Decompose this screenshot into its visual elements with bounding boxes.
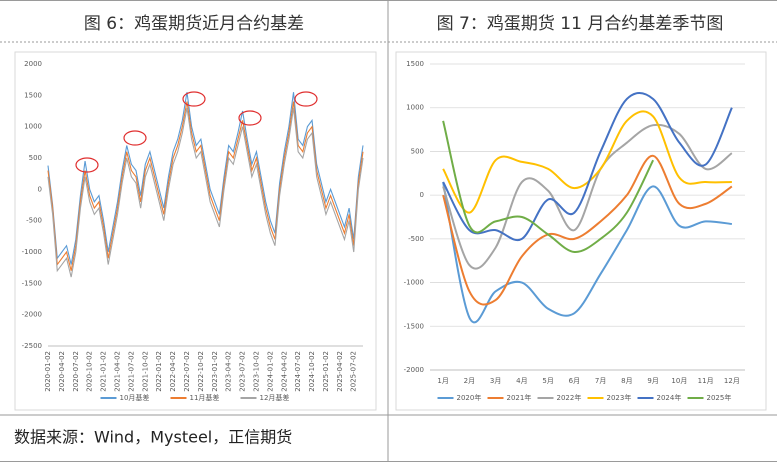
x-tick-label: 8月 (621, 377, 632, 385)
x-tick-label: 2021-07-02 (127, 351, 135, 392)
x-tick-label: 2023-07-02 (239, 351, 247, 392)
y-tick-label: 1500 (24, 91, 42, 99)
y-tick-label: -2500 (22, 342, 42, 350)
series-line (442, 123, 733, 270)
x-tick-label: 2020-04-02 (58, 351, 66, 392)
x-tick-label: 9月 (647, 377, 658, 385)
x-tick-label: 4月 (516, 377, 527, 385)
legend-label: 2020年 (457, 393, 482, 402)
x-tick-label: 2022-10-02 (197, 351, 205, 392)
chart-title: 图 7：鸡蛋期货 11 月合约基差季节图 (437, 14, 724, 34)
y-tick-label: 1000 (24, 123, 42, 131)
x-tick-label: 2021-10-02 (141, 351, 149, 392)
legend-label: 2024年 (657, 393, 682, 402)
y-tick-label: 1000 (406, 104, 424, 112)
x-tick-label: 2023-01-02 (211, 351, 219, 392)
chart-title: 图 6：鸡蛋期货近月合约基差 (84, 14, 304, 34)
x-tick-label: 7月 (595, 377, 606, 385)
highlight-circles (75, 91, 318, 173)
x-tick-label: 2025-07-02 (350, 351, 358, 392)
y-tick-label: 0 (420, 191, 424, 199)
series-line (442, 120, 655, 253)
legend-label: 2022年 (557, 393, 582, 402)
x-tick-label: 2022-04-02 (169, 351, 177, 392)
x-tick-label: 6月 (569, 377, 580, 385)
series-line (442, 154, 733, 306)
x-tick-label: 2021-01-02 (100, 351, 108, 392)
x-tick-label: 2025-01-02 (322, 351, 330, 392)
series-line (442, 181, 732, 324)
y-tick-label: -2000 (404, 366, 424, 374)
x-tick-label: 2023-04-02 (225, 351, 233, 392)
x-tick-label: 2020-10-02 (86, 351, 94, 392)
x-tick-label: 2024-04-02 (280, 351, 288, 392)
x-tick-label: 2025-04-02 (336, 351, 344, 392)
y-tick-label: 1500 (406, 60, 424, 68)
source-note: 数据来源：Wind，Mysteel，正信期货 (14, 428, 292, 447)
x-tick-label: 2021-04-02 (113, 351, 121, 392)
y-tick-label: -2000 (22, 311, 42, 319)
y-tick-label: -500 (408, 235, 424, 243)
x-tick-label: 2022-07-02 (183, 351, 191, 392)
y-tick-label: -1000 (22, 248, 42, 256)
x-tick-label: 10月 (671, 377, 687, 385)
x-tick-label: 2024-07-02 (294, 351, 302, 392)
x-tick-label: 12月 (724, 377, 740, 385)
x-tick-label: 1月 (437, 377, 448, 385)
x-tick-label: 11月 (698, 377, 714, 385)
x-tick-label: 2022-01-02 (155, 351, 163, 392)
x-tick-label: 2023-10-02 (252, 351, 260, 392)
x-tick-label: 2月 (464, 377, 475, 385)
x-tick-label: 5月 (542, 377, 553, 385)
x-tick-label: 2020-01-02 (44, 351, 52, 392)
chart-left: -2500 -2000 -1500 -1000 -500 0 500 1000 1500 2000… (22, 60, 364, 402)
y-tick-label: -1500 (22, 279, 42, 287)
legend-label: 2023年 (607, 393, 632, 402)
x-tick-label: 3月 (490, 377, 501, 385)
series-line (47, 107, 364, 278)
series-line (47, 92, 364, 265)
series-line (47, 101, 364, 271)
y-tick-label: -1000 (404, 279, 424, 287)
x-tick-label: 2024-10-02 (308, 351, 316, 392)
x-tick-label: 2020-07-02 (72, 351, 80, 392)
legend-label: 12月基差 (260, 393, 290, 402)
series-line (442, 110, 732, 214)
y-tick-label: -500 (26, 217, 42, 225)
chart-right: -2000 -1500 -1000 -500 0 500 1000 1500 1月 2月 3月 4月 5… (404, 60, 745, 402)
legend-label: 2025年 (707, 393, 732, 402)
series-line (442, 91, 733, 242)
legend-label: 10月基差 (120, 393, 150, 402)
y-tick-label: 500 (29, 154, 42, 162)
y-tick-label: 500 (411, 147, 424, 155)
y-tick-label: 2000 (24, 60, 42, 68)
y-tick-label: -1500 (404, 322, 424, 330)
legend-label: 2021年 (507, 393, 532, 402)
y-tick-label: 0 (38, 185, 42, 193)
legend-label: 11月基差 (190, 393, 220, 402)
x-tick-label: 2024-01-02 (266, 351, 274, 392)
